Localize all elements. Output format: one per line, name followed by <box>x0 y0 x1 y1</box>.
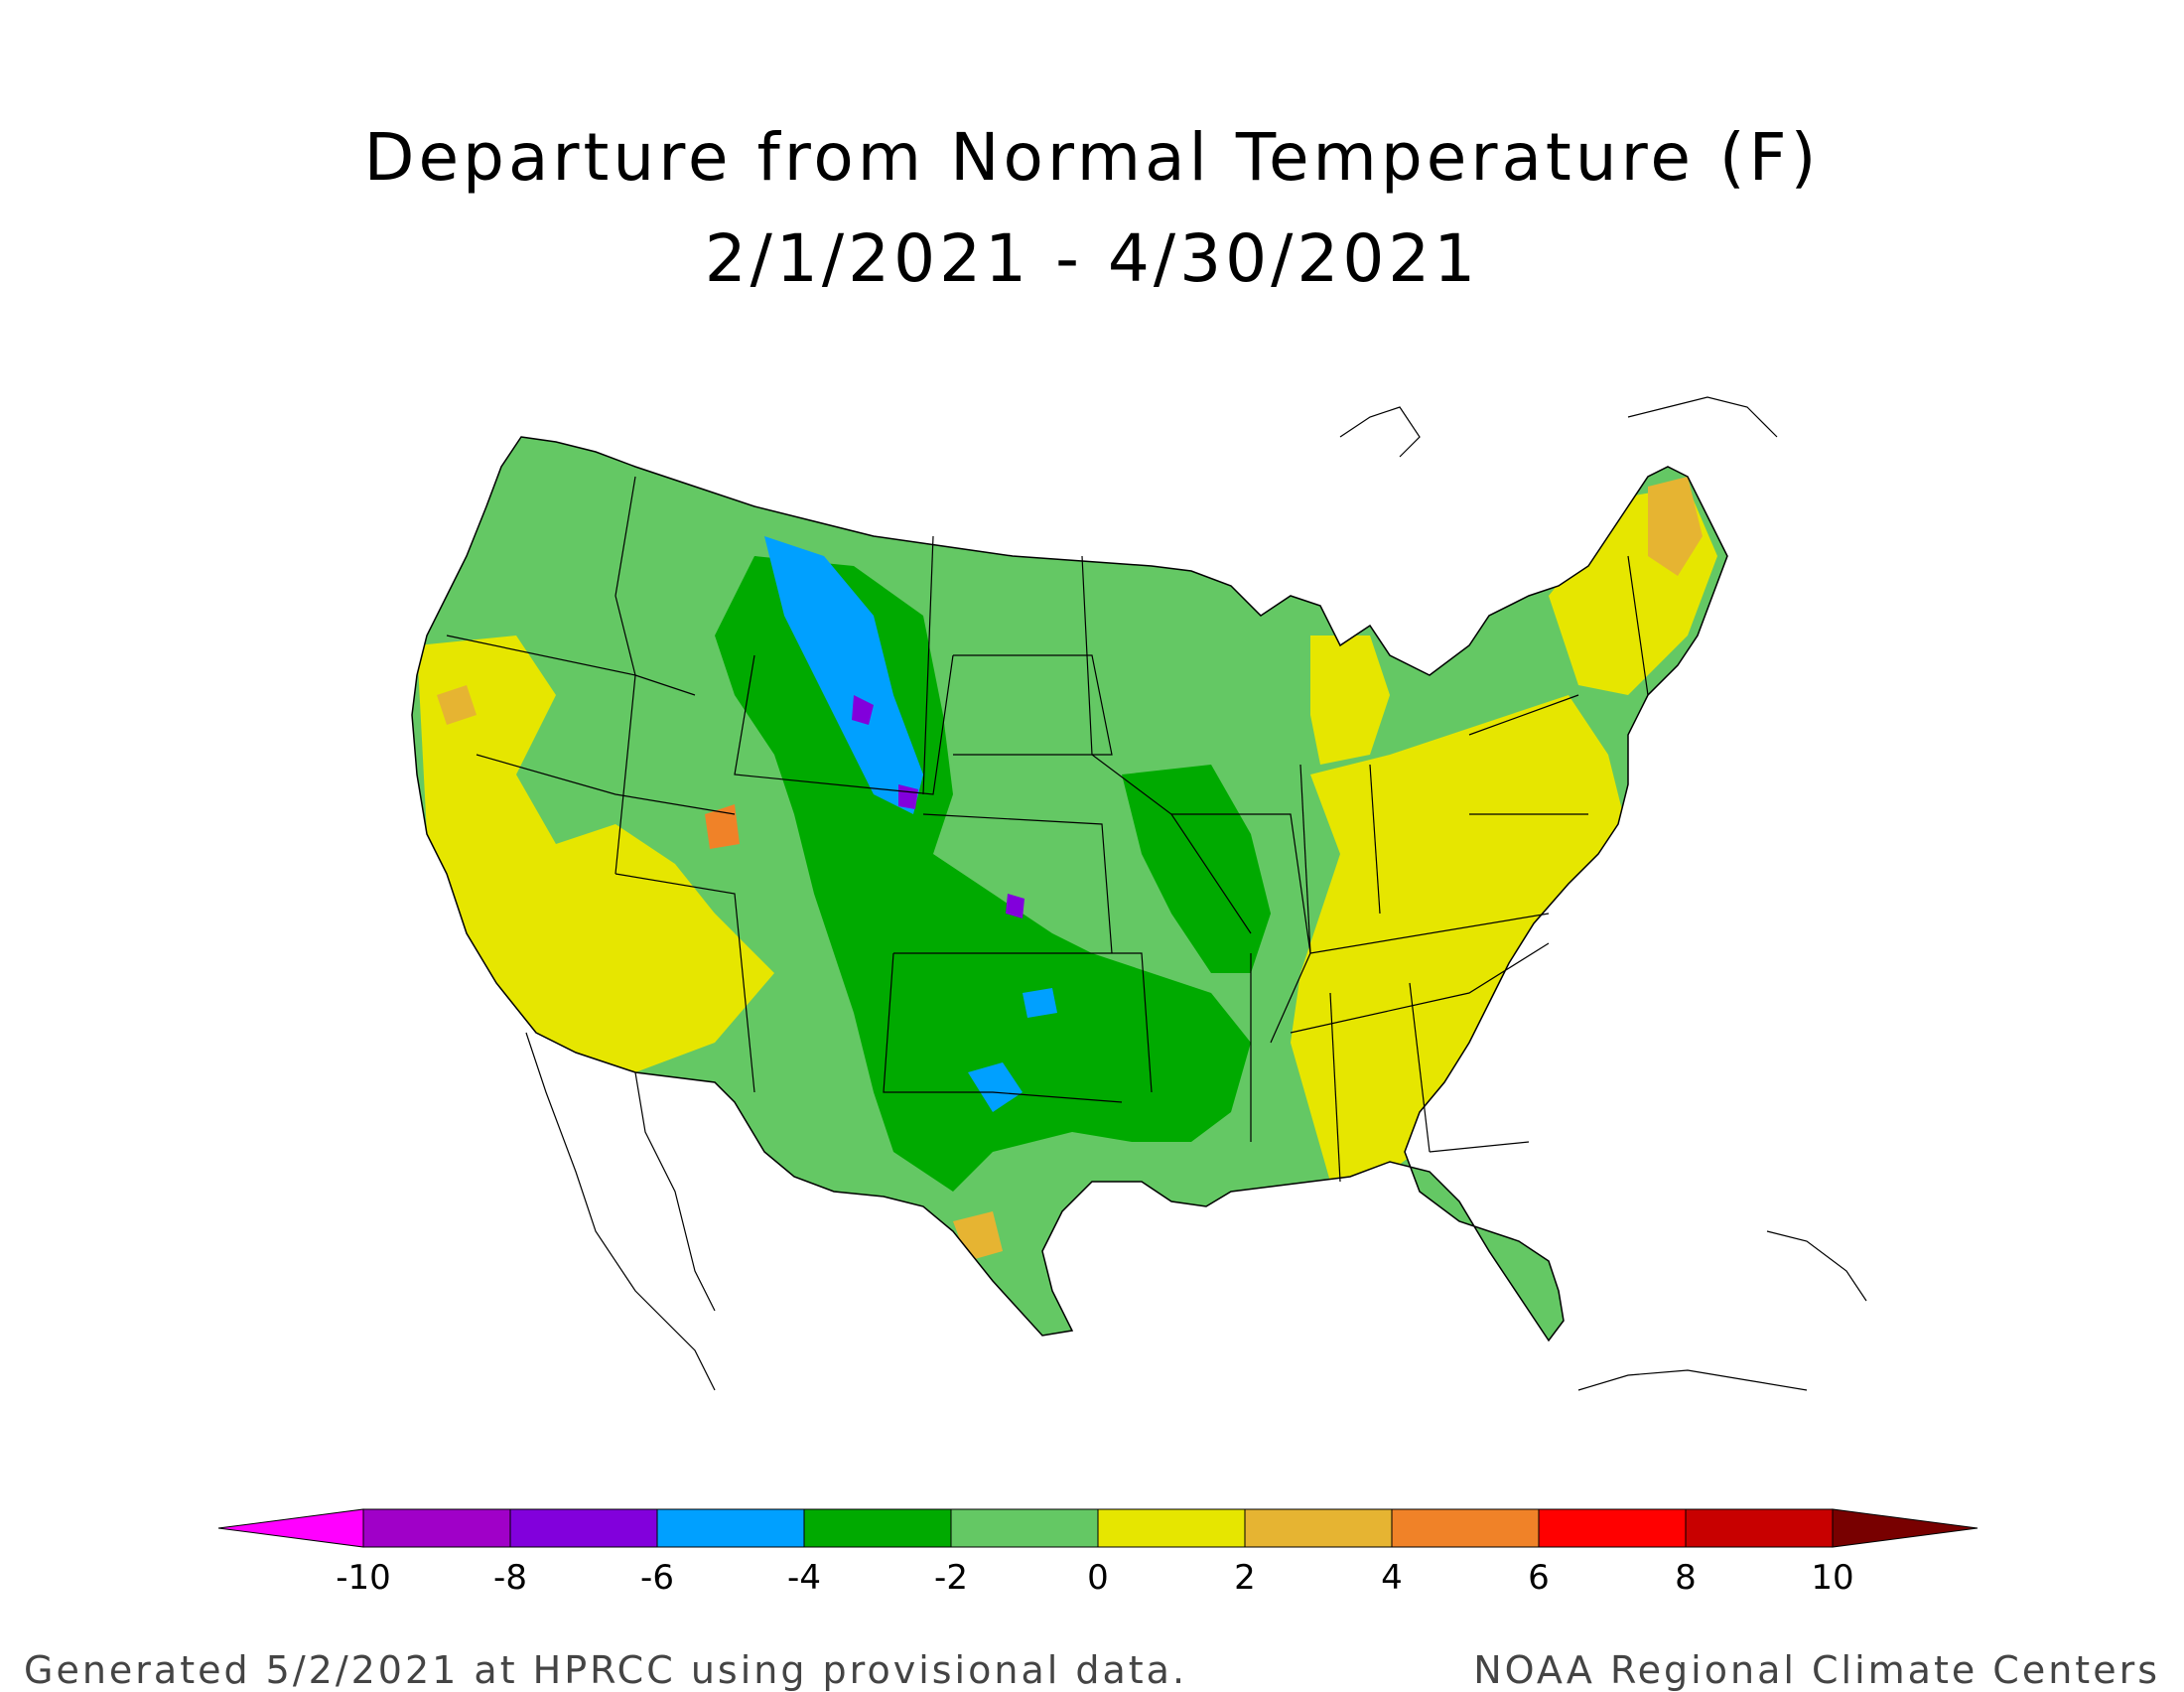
legend-colorbar <box>217 1508 1979 1548</box>
legend-tick: 2 <box>1234 1558 1256 1598</box>
legend-ticks: -10 -8 -6 -4 -2 0 2 4 6 8 10 <box>336 1558 1853 1598</box>
legend-tick: 10 <box>1811 1558 1853 1598</box>
map-date-range: 2/1/2021 - 4/30/2021 <box>704 220 1480 297</box>
region-michigan-warm <box>1310 635 1390 765</box>
legend-tick: -4 <box>787 1558 821 1598</box>
us-outline <box>411 436 1728 1342</box>
region-cold-spot-3 <box>1006 894 1024 918</box>
region-montana-wyoming-cold <box>764 536 923 814</box>
legend-swatch-4-6 <box>1391 1508 1540 1548</box>
region-oregon-warmer <box>437 685 477 725</box>
legend-swatch-minus6-minus4 <box>656 1508 805 1548</box>
legend-swatch-minus2-0 <box>950 1508 1099 1548</box>
generated-note: Generated 5/2/2021 at HPRCC using provis… <box>24 1648 1188 1692</box>
region-missouri-cool <box>1122 765 1271 973</box>
legend-swatch-below-minus10 <box>217 1508 364 1548</box>
region-oklahoma-cold <box>1023 988 1057 1018</box>
legend-swatch-0-2 <box>1097 1508 1246 1548</box>
legend-tick: 8 <box>1675 1558 1697 1598</box>
legend-tick: 6 <box>1528 1558 1550 1598</box>
legend-swatch-2-4 <box>1244 1508 1393 1548</box>
legend-tick: -2 <box>934 1558 968 1598</box>
map-title: Departure from Normal Temperature (F) <box>363 119 1821 196</box>
region-east-warm <box>1291 695 1628 1182</box>
region-utah-warmer <box>705 804 740 849</box>
legend-swatch-minus10-minus8 <box>362 1508 511 1548</box>
region-maine-warmer <box>1648 477 1703 576</box>
source-credit: NOAA Regional Climate Centers <box>1473 1648 2160 1692</box>
neighbor-coastlines <box>525 396 1867 1391</box>
legend-swatch-8-10 <box>1685 1508 1834 1548</box>
temperature-contours <box>412 437 1727 1340</box>
legend-swatch-above-10 <box>1832 1508 1979 1548</box>
legend-tick: -6 <box>640 1558 674 1598</box>
legend-swatch-6-8 <box>1538 1508 1687 1548</box>
state-borders <box>446 476 1649 1183</box>
legend-tick: -10 <box>336 1558 391 1598</box>
legend-swatch-minus8-minus6 <box>509 1508 658 1548</box>
legend-swatch-minus4-minus2 <box>803 1508 952 1548</box>
legend-tick: 0 <box>1087 1558 1109 1598</box>
region-arizona-warm <box>556 854 735 1043</box>
region-texas-cold <box>968 1062 1023 1112</box>
legend-tick: 4 <box>1381 1558 1403 1598</box>
legend-tick: -8 <box>493 1558 527 1598</box>
region-cold-spot-2 <box>898 784 918 809</box>
region-cold-spot-1 <box>852 695 874 725</box>
